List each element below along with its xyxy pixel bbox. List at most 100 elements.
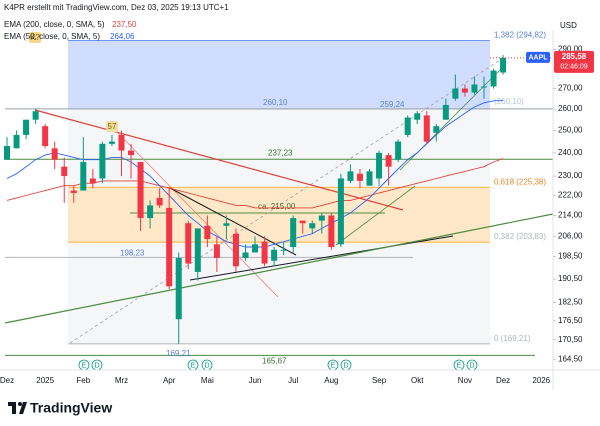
candle-body xyxy=(442,104,449,120)
candle-body xyxy=(99,143,106,179)
fib-label: 1,382 (294,82) xyxy=(494,31,546,40)
event-label: D xyxy=(469,362,474,369)
indicator-value: 264,06 xyxy=(110,32,135,41)
x-tick-label: Sep xyxy=(372,376,387,385)
x-tick-label: Feb xyxy=(76,376,90,385)
candle-body xyxy=(118,134,125,151)
x-tick-label: Dez xyxy=(0,376,14,385)
indicator-value: 237,50 xyxy=(112,20,137,29)
candle-body xyxy=(337,178,344,245)
candle-body xyxy=(404,117,411,135)
indicator-label: EMA (200, close, 0, SMA, 5) xyxy=(4,20,105,29)
marker-label: 57 xyxy=(108,122,117,131)
candle-body xyxy=(4,146,10,160)
currency: USD xyxy=(560,21,577,30)
candle-body xyxy=(347,171,354,181)
x-tick-label: Dez xyxy=(496,376,510,385)
y-tick-label: 222,00 xyxy=(558,191,583,200)
candle-body xyxy=(204,225,211,239)
logo-shape xyxy=(12,402,16,414)
x-tick-label: Jun xyxy=(249,376,262,385)
event-label: E xyxy=(457,362,462,369)
candle-body xyxy=(42,126,49,147)
y-tick-label: 230,00 xyxy=(558,171,583,180)
candle-body xyxy=(309,223,316,229)
x-tick-label: Okt xyxy=(411,376,424,385)
y-tick-label: 270,00 xyxy=(558,84,583,93)
candle-body xyxy=(261,241,268,264)
indicator-label: EMA (50, close, 0, SMA, 5) xyxy=(4,32,100,41)
symbol-tag xyxy=(526,51,550,63)
candle-body xyxy=(252,244,259,253)
x-tick-label: Apr xyxy=(163,376,176,385)
y-tick-label: 240,00 xyxy=(558,148,583,157)
brand: TradingView xyxy=(30,400,112,416)
event-label: D xyxy=(343,362,348,369)
y-tick-label: 190,50 xyxy=(558,274,583,283)
candle-body xyxy=(290,218,297,248)
red-trend-thin xyxy=(114,129,279,298)
level-label: 198,23 xyxy=(120,248,145,257)
candle-body xyxy=(366,171,373,186)
event-label: E xyxy=(191,362,196,369)
candle-body xyxy=(13,134,20,149)
green-trend xyxy=(4,213,554,324)
candle-body xyxy=(385,155,392,167)
axes: 290,00280,00270,00260,00250,00240,00230,… xyxy=(0,45,594,385)
logo: TradingView xyxy=(8,400,112,416)
level-label: ca. 215,00 xyxy=(258,202,296,211)
fib-zones xyxy=(5,40,553,356)
y-tick-label: 176,50 xyxy=(558,316,583,325)
candle-body xyxy=(328,215,335,248)
candle-body xyxy=(376,152,383,179)
event-label: E xyxy=(82,362,87,369)
ema-line xyxy=(6,158,504,209)
y-tick-label: 170,50 xyxy=(558,335,583,344)
candle-body xyxy=(433,126,440,133)
black-trend xyxy=(189,235,454,281)
x-tick-label: Nov xyxy=(458,376,472,385)
y-tick-label: 164,50 xyxy=(558,354,583,363)
event-label: D xyxy=(204,362,209,369)
marker-badge xyxy=(29,32,41,43)
fib-zone xyxy=(68,242,490,344)
price-tag xyxy=(554,50,594,73)
candle-body xyxy=(194,228,201,272)
y-tick-label: 290,00 xyxy=(558,45,583,54)
candle-body xyxy=(128,150,135,156)
candle-body xyxy=(23,119,30,135)
candle-body xyxy=(51,148,58,160)
candle-body xyxy=(137,162,144,219)
candle-body xyxy=(223,223,230,226)
logo-shape xyxy=(19,402,27,414)
price-tag-value: 285,58 xyxy=(562,52,587,61)
event-label: D xyxy=(94,362,99,369)
drawings xyxy=(4,59,554,344)
fib-label: 0,382 (203,83) xyxy=(494,232,546,241)
x-tick-label: Mai xyxy=(201,376,214,385)
candle-body xyxy=(232,233,239,267)
candle-body xyxy=(356,173,363,181)
price-label: 169,21 xyxy=(166,349,191,358)
x-tick-label: Aug xyxy=(324,376,338,385)
x-tick-label: 2026 xyxy=(532,376,550,385)
logo-shape xyxy=(18,402,22,406)
candle-body xyxy=(395,141,402,160)
y-tick-label: 182,50 xyxy=(558,298,583,307)
candle-body xyxy=(471,84,478,93)
candle-body xyxy=(32,111,39,120)
marker-label: K? xyxy=(30,33,40,42)
price-label: 259,24 xyxy=(380,100,405,109)
symbol: AAPL xyxy=(528,55,548,62)
y-tick-label: 198,50 xyxy=(558,252,583,261)
candle-body xyxy=(271,249,278,261)
candle-body xyxy=(500,57,507,73)
level-label: 260,10 xyxy=(263,98,288,107)
candle-body xyxy=(461,88,468,93)
candle-body xyxy=(185,223,192,264)
candle-body xyxy=(70,190,77,193)
y-tick-label: 260,00 xyxy=(558,104,583,113)
candle-body xyxy=(490,70,497,87)
candle-body xyxy=(108,141,115,144)
